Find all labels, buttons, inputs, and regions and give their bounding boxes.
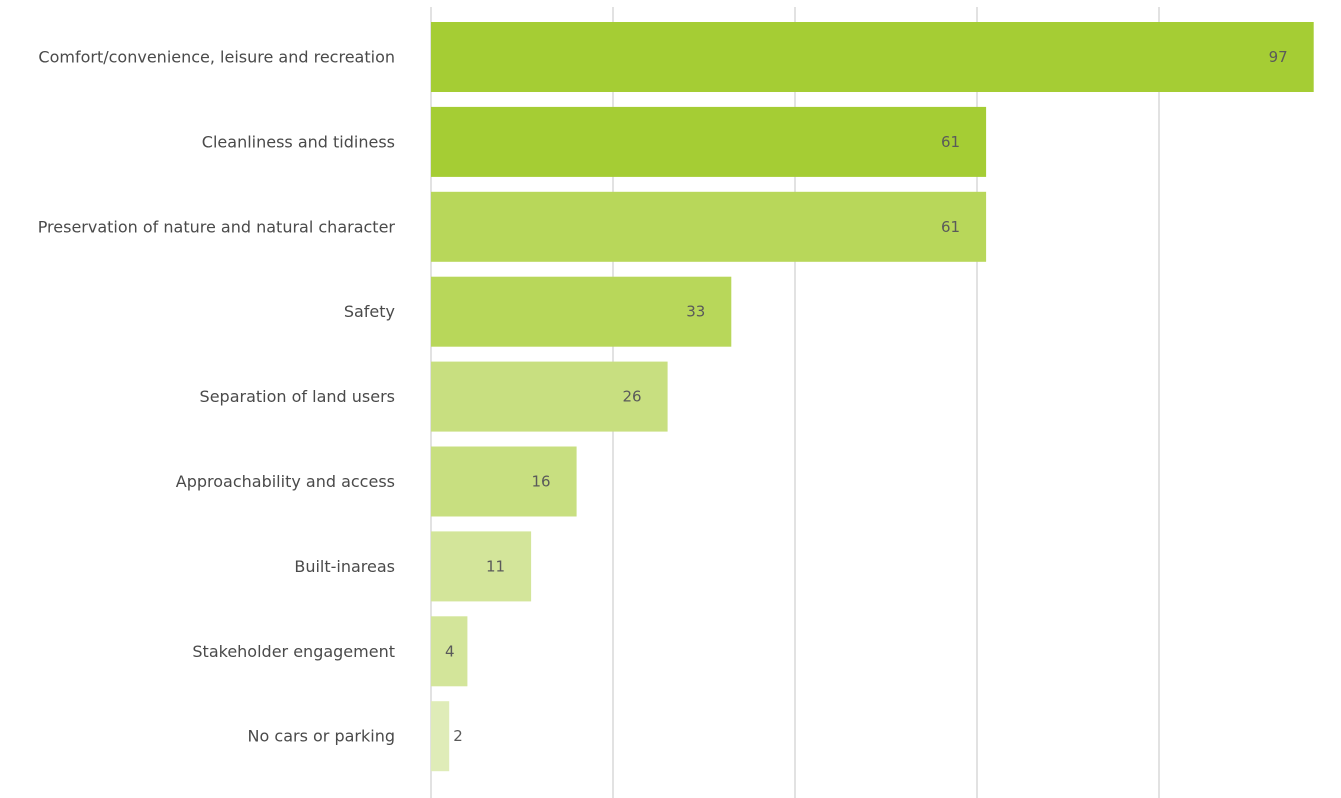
bar: [431, 276, 732, 347]
category-label: No cars or parking: [248, 727, 395, 746]
category-label: Approachability and access: [176, 472, 395, 491]
bar: [431, 191, 987, 262]
data-label: 61: [941, 218, 960, 236]
category-label: Preservation of nature and natural chara…: [38, 217, 396, 236]
category-label: Cleanliness and tidiness: [202, 132, 395, 151]
data-label: 11: [486, 557, 505, 575]
bar: [431, 531, 532, 602]
data-label: 4: [445, 642, 455, 660]
bar: [431, 106, 987, 177]
category-label: Built-inareas: [294, 557, 395, 576]
category-label: Comfort/convenience, leisure and recreat…: [38, 48, 395, 67]
bar: [431, 446, 577, 517]
category-label: Separation of land users: [200, 387, 395, 406]
bar: [431, 22, 1314, 92]
category-label: Stakeholder engagement: [192, 642, 395, 661]
bar: [431, 616, 468, 687]
data-label: 61: [941, 133, 960, 151]
category-labels: Comfort/convenience, leisure and recreat…: [38, 48, 396, 746]
bar: [431, 361, 668, 432]
data-labels: 97 61 61 33 26 16 11 4 2: [445, 48, 1288, 745]
bar: [431, 701, 450, 772]
data-label: 16: [532, 473, 551, 491]
category-label: Safety: [344, 302, 395, 321]
bars: [431, 22, 1314, 772]
data-label: 26: [623, 388, 642, 406]
data-label: 97: [1269, 48, 1288, 66]
data-label: 2: [453, 727, 463, 745]
data-label: 33: [686, 303, 705, 321]
